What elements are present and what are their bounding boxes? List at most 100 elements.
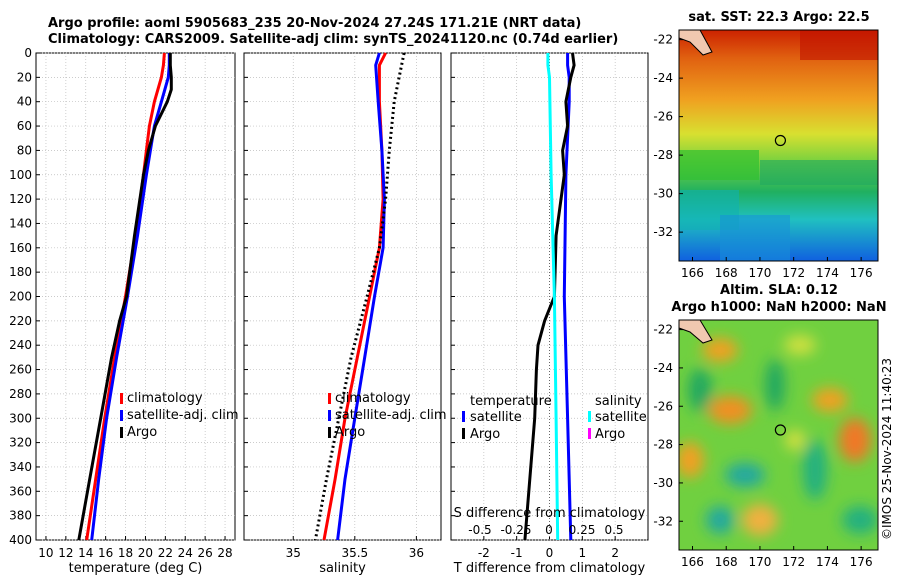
sst-map-xtick-label: 166: [681, 266, 704, 280]
sla-map-ytick-label: -30: [653, 476, 673, 490]
temperature-ytick-label: 0: [24, 46, 32, 60]
difference-legend-swatch: [588, 411, 591, 422]
sst-map: 166 168 170 172 174 176 -22 -24 -26 -28 -30 -32: [653, 29, 879, 280]
sla-map-xtick-label: 168: [715, 555, 738, 569]
sst-map-xtick-label: 170: [748, 266, 771, 280]
difference-series-temperature-argo: [523, 52, 576, 541]
salinity-legend-swatch: [328, 410, 331, 421]
temperature-ytick-label: 160: [9, 241, 32, 255]
difference-s-axis-label: S difference from climatology: [454, 506, 646, 521]
difference-xlabel: T difference from climatology: [453, 561, 646, 576]
temperature-ytick-label: 220: [9, 314, 32, 328]
sst-map-xtick-label: 168: [715, 266, 738, 280]
temperature-legend-label: satellite-adj. clim: [127, 408, 239, 423]
temperature-xtick-label: 22: [158, 546, 173, 560]
temperature-ytick-label: 360: [9, 484, 32, 498]
difference-legend-label: satellite: [470, 410, 522, 425]
temperature-panel: 0 20 40 60 80 100 120 140 160 180 200 220 240 260 280 3…: [9, 46, 239, 576]
difference-s-tick-label: 0: [545, 523, 553, 537]
difference-s-tick-label: -0.25: [500, 523, 531, 537]
temperature-ytick-label: 200: [9, 290, 32, 304]
sla-map-frame: [678, 319, 879, 551]
sst-map-ytick-label: -22: [653, 33, 673, 47]
sla-map-ytick-label: -24: [653, 361, 673, 375]
temperature-ytick-label: 60: [17, 119, 32, 133]
temperature-legend-swatch: [120, 410, 123, 421]
sla-map-title-line1: Altim. SLA: 0.12: [720, 283, 838, 298]
difference-series-salinity-satellite: [546, 53, 560, 541]
difference-legend-label: Argo: [595, 427, 625, 442]
temperature-xtick-label: 10: [38, 546, 53, 560]
difference-legend-swatch: [588, 428, 591, 439]
sst-float-marker: [774, 134, 787, 147]
sla-map-xtick-label: 166: [681, 555, 704, 569]
sla-texture: [679, 335, 878, 536]
sst-texture: [679, 30, 878, 261]
sst-map-ytick-label: -24: [653, 71, 673, 85]
difference-xtick-label: -1: [511, 546, 523, 560]
temperature-xtick-label: 20: [138, 546, 153, 560]
difference-s-tick-label: 0.5: [604, 523, 623, 537]
sst-map-xtick-label: 172: [782, 266, 805, 280]
sst-map-frame: [678, 29, 879, 262]
temperature-ytick-label: 340: [9, 460, 32, 474]
temperature-ytick-label: 80: [17, 143, 32, 157]
difference-xtick-label: 1: [579, 546, 587, 560]
temperature-xtick-label: 28: [217, 546, 232, 560]
salinity-legend-label: Argo: [335, 425, 365, 440]
temperature-ytick-label: 300: [9, 411, 32, 425]
temperature-legend-swatch: [120, 427, 123, 438]
temperature-ytick-label: 40: [17, 95, 32, 109]
difference-xtick-label: 2: [611, 546, 619, 560]
salinity-panel: 35 35.5 36 salinity climatology satellite-adj…: [243, 52, 447, 576]
difference-xtick-label: 0: [546, 546, 554, 560]
difference-legend-swatch: [462, 428, 465, 439]
temperature-xtick-label: 24: [178, 546, 193, 560]
temperature-ytick-label: 400: [9, 533, 32, 547]
temperature-xtick-label: 18: [118, 546, 133, 560]
sst-map-ytick-label: -30: [653, 187, 673, 201]
difference-legend-temperature-header: temperature: [470, 394, 552, 409]
temperature-ytick-label: 140: [9, 216, 32, 230]
difference-s-tick-label: 0.25: [569, 523, 596, 537]
temperature-xtick-label: 26: [198, 546, 213, 560]
salinity-xtick-label: 36: [409, 546, 424, 560]
sst-map-axes: 166 168 170 172 174 176 -22 -24 -26 -28 -30 -32: [653, 33, 872, 280]
sst-map-ytick-label: -26: [653, 110, 673, 124]
difference-legend-salinity-header: salinity: [595, 394, 642, 409]
temperature-ytick-label: 120: [9, 192, 32, 206]
temperature-xtick-label: 12: [58, 546, 73, 560]
sla-map-title-line2: Argo h1000: NaN h2000: NaN: [671, 300, 887, 315]
temperature-legend-label: Argo: [127, 425, 157, 440]
temperature-ytick-label: 100: [9, 168, 32, 182]
sst-map-title: sat. SST: 22.3 Argo: 22.5: [688, 10, 870, 25]
temperature-ytick-label: 380: [9, 509, 32, 523]
difference-s-tick-label: -0.5: [468, 523, 491, 537]
sst-map-xtick-label: 174: [816, 266, 839, 280]
salinity-xtick-label: 35.5: [341, 546, 368, 560]
sla-map-ytick-label: -28: [653, 438, 673, 452]
difference-legend-swatch: [462, 411, 465, 422]
salinity-xlabel: salinity: [319, 561, 366, 576]
difference-legend-label: satellite: [595, 410, 647, 425]
difference-series-temperature-satellite: [562, 53, 573, 541]
sst-map-ytick-label: -32: [653, 225, 673, 239]
temperature-ytick-label: 180: [9, 265, 32, 279]
salinity-legend-swatch: [328, 427, 331, 438]
salinity-plot-area: [243, 52, 442, 541]
temperature-ytick-label: 20: [17, 70, 32, 84]
sla-float-marker: [774, 424, 787, 436]
salinity-xtick-label: 35: [286, 546, 301, 560]
sla-map-xtick-label: 174: [816, 555, 839, 569]
sla-map-ytick-label: -22: [653, 323, 673, 337]
sla-map-xtick-label: 170: [748, 555, 771, 569]
temperature-ytick-label: 260: [9, 363, 32, 377]
sla-map-ytick-label: -32: [653, 514, 673, 528]
salinity-series-satellite-adj-clim: [336, 52, 386, 541]
difference-legend-label: Argo: [470, 427, 500, 442]
temperature-xlabel: temperature (deg C): [69, 561, 203, 576]
salinity-legend-swatch: [328, 393, 331, 404]
salinity-legend-label: climatology: [335, 391, 411, 406]
figure-title-line1: Argo profile: aoml 5905683_235 20-Nov-20…: [48, 16, 582, 31]
